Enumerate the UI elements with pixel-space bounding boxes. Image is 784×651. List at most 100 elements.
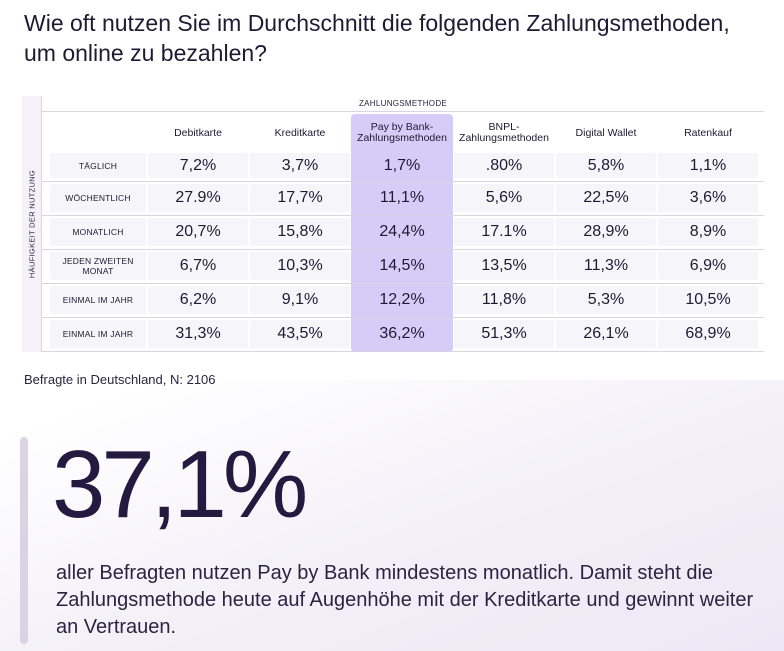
cell-background: [454, 153, 554, 178]
column-header: Debitkarte: [174, 126, 222, 139]
table-cell-value: 26,1%: [583, 325, 629, 342]
column-header: Digital Wallet: [575, 126, 637, 139]
cell-background: [148, 153, 248, 178]
accent-bar: [20, 437, 28, 644]
background-gradient: [0, 380, 784, 651]
row-separator: [42, 351, 764, 352]
cell-background: [658, 153, 758, 178]
table-cell-value: 13,5%: [481, 257, 527, 274]
cell-background: [556, 286, 656, 314]
row-label: WÖCHENTLICH: [65, 193, 131, 203]
highlighted-column: [351, 114, 453, 352]
table-cell-value: 10,3%: [277, 257, 323, 274]
cell-background: [658, 320, 758, 348]
table-cell-value: 10,5%: [685, 291, 731, 308]
cell-background: [148, 218, 248, 246]
column-group-header: ZAHLUNGSMETHODE: [42, 96, 764, 112]
cell-background: [556, 218, 656, 246]
cell-background: [454, 184, 554, 212]
table-cell-value: 17,7%: [277, 189, 323, 206]
cell-background: [556, 153, 656, 178]
table-cell-value: 11,8%: [481, 291, 527, 308]
table-cell-value: 9,1%: [281, 291, 319, 308]
row-label-box: [50, 153, 146, 178]
cell-background: [454, 320, 554, 348]
table-cell-value: 1,7%: [383, 156, 421, 174]
footnote: Befragte in Deutschland, N: 2106: [24, 372, 216, 387]
cell-background: [250, 218, 350, 246]
table-cell-value: 17.1%: [481, 223, 527, 240]
table-cell-value: 43,5%: [277, 325, 323, 342]
table-cell-value: 11,1%: [379, 189, 425, 206]
page-title: Wie oft nutzen Sie im Durchschnitt die f…: [24, 10, 730, 66]
table-cell-value: 6,7%: [179, 257, 217, 274]
table-cell-value: .80%: [485, 156, 523, 174]
row-separator: [42, 283, 764, 284]
payment-frequency-table: HÄUFIGKEIT DER NUTZUNG ZAHLUNGSMETHODE D…: [22, 96, 764, 356]
cell-background: [148, 320, 248, 348]
cell-background: [454, 218, 554, 246]
table-cell-value: 6,9%: [689, 257, 727, 274]
row-label: EINMAL IM JAHR: [62, 295, 134, 305]
cell-background: [658, 252, 758, 280]
column-group-label: ZAHLUNGSMETHODE: [358, 99, 448, 108]
table-cell-value: 12,2%: [379, 291, 425, 308]
column-header: Ratenkauf: [684, 126, 732, 139]
table-cell-value: 28,9%: [583, 223, 629, 240]
table-cell-value: 15,8%: [277, 223, 323, 240]
row-label-box: [50, 320, 146, 348]
row-label-box: [50, 286, 146, 314]
cell-background: [250, 320, 350, 348]
table-cell-value: 36,2%: [379, 325, 425, 342]
cell-background: [658, 286, 758, 314]
table-cell-value: 5,8%: [587, 156, 625, 174]
table-cell-value: 7,2%: [179, 156, 217, 174]
cell-background: [454, 252, 554, 280]
table-cell-value: 14,5%: [379, 257, 425, 274]
table-cell-value: 11,3%: [583, 257, 629, 274]
cell-background: [250, 252, 350, 280]
row-separator: [42, 181, 764, 182]
table-cell-value: 68,9%: [685, 325, 731, 342]
cell-background: [148, 286, 248, 314]
cell-background: [556, 252, 656, 280]
cell-background: [148, 184, 248, 212]
table-cell-value: 6,2%: [179, 291, 217, 308]
cell-background: [454, 286, 554, 314]
table-cell-value: 1,1%: [689, 156, 727, 174]
table-cell-value: 3,6%: [689, 189, 727, 206]
row-label: MONATLICH: [72, 227, 124, 237]
row-label: EINMAL IM JAHR: [62, 329, 134, 339]
table-cell-value: 51,3%: [481, 325, 527, 342]
column-header: BNPL- Zahlungsmethoden: [459, 121, 549, 144]
row-separator: [42, 249, 764, 250]
cell-background: [250, 286, 350, 314]
stat-description: aller Befragten nutzen Pay by Bank minde…: [56, 562, 754, 638]
row-separator: [42, 215, 764, 216]
row-label-box: [50, 218, 146, 246]
row-label: JEDEN ZWEITEN MONAT: [62, 256, 134, 276]
row-group-label: HÄUFIGKEIT DER NUTZUNG: [27, 169, 37, 279]
cell-background: [148, 252, 248, 280]
cell-background: [658, 184, 758, 212]
cell-background: [250, 153, 350, 178]
column-header: Pay by Bank- Zahlungsmethoden: [357, 121, 447, 144]
cell-background: [250, 184, 350, 212]
table-cell-value: 20,7%: [175, 223, 221, 240]
table-cell-value: 27.9%: [175, 189, 221, 206]
table-cell-value: 24,4%: [379, 223, 425, 240]
row-label: TÄGLICH: [78, 160, 118, 171]
table-cell-value: 5,3%: [587, 291, 625, 308]
table-cell-value: 8,9%: [689, 223, 727, 240]
cell-background: [556, 184, 656, 212]
row-label-box: [50, 252, 146, 280]
table-cell-value: 31,3%: [175, 325, 221, 342]
row-label-box: [50, 184, 146, 212]
cell-background: [658, 218, 758, 246]
cell-background: [556, 320, 656, 348]
row-group-axis: HÄUFIGKEIT DER NUTZUNG: [22, 96, 42, 352]
stat-value: 37,1%: [52, 431, 308, 538]
table-cell-value: 3,7%: [281, 156, 319, 174]
column-header: Kreditkarte: [274, 126, 326, 139]
table-cell-value: 22,5%: [583, 189, 629, 206]
